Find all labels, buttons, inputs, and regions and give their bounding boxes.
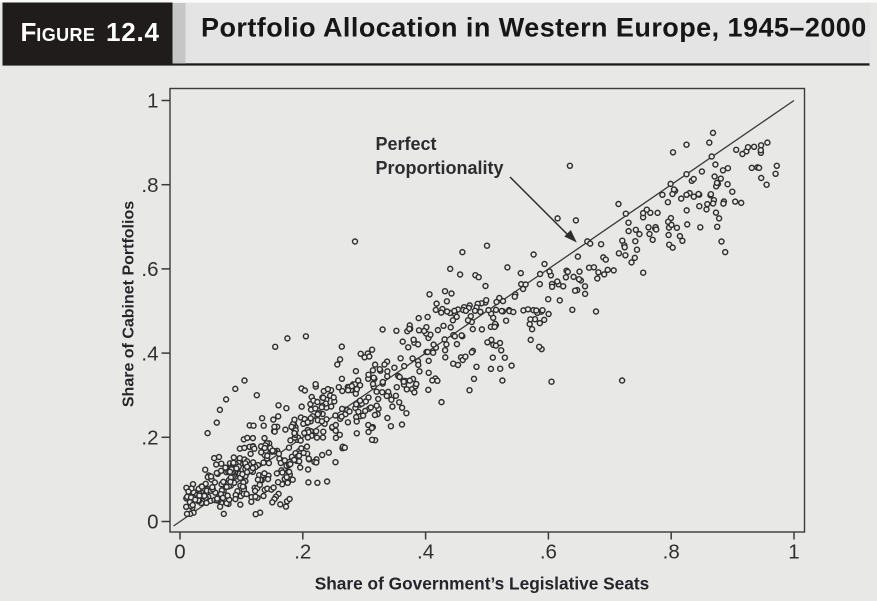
svg-text:.6: .6 — [141, 258, 158, 281]
svg-text:Share of Cabinet Portfolios: Share of Cabinet Portfolios — [121, 201, 138, 407]
svg-text:1: 1 — [147, 90, 158, 113]
svg-text:0: 0 — [174, 541, 185, 564]
svg-text:1: 1 — [788, 541, 799, 564]
svg-text:.2: .2 — [141, 427, 158, 450]
svg-text:.8: .8 — [663, 541, 680, 564]
svg-text:Perfect: Perfect — [376, 134, 437, 154]
svg-text:.8: .8 — [141, 174, 158, 197]
svg-text:0: 0 — [147, 511, 158, 534]
svg-text:.4: .4 — [417, 541, 434, 564]
svg-text:F: F — [21, 17, 37, 47]
svg-text:.2: .2 — [294, 541, 311, 564]
svg-text:Portfolio Allocation in Wester: Portfolio Allocation in Western Europe, … — [201, 13, 867, 43]
svg-text:12.4: 12.4 — [106, 17, 160, 47]
svg-text:Proportionality: Proportionality — [376, 158, 504, 178]
svg-text:Share of Government’s Legislat: Share of Government’s Legislative Seats — [315, 574, 650, 594]
svg-text:IGURE: IGURE — [36, 25, 95, 45]
svg-text:.6: .6 — [540, 541, 557, 564]
svg-text:.4: .4 — [141, 342, 158, 365]
